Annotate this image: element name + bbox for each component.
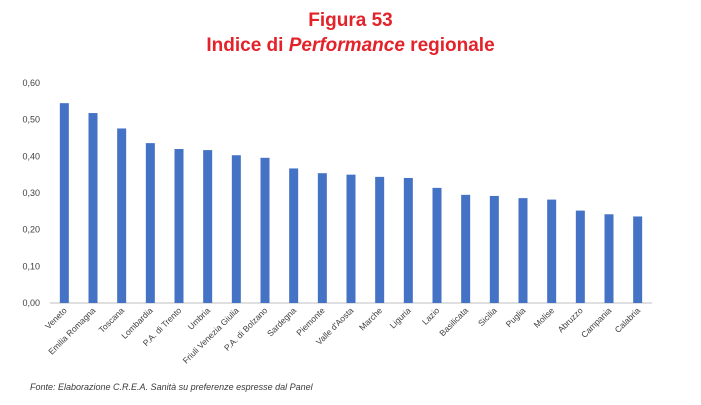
bar [489, 195, 499, 303]
x-tick-label: Sardegna [265, 305, 298, 338]
y-tick-label: 0,40 [22, 151, 40, 161]
figure-number: Figura 53 [308, 10, 393, 31]
bar [604, 214, 614, 303]
bar [145, 143, 155, 303]
bar [633, 216, 643, 303]
bar-series [59, 103, 643, 304]
x-tick-label: Marche [357, 305, 384, 332]
x-tick-label: Molise [532, 305, 557, 330]
bar [375, 176, 385, 303]
y-tick-label: 0,60 [22, 78, 40, 88]
x-tick-label: Liguria [388, 305, 413, 330]
bar [461, 194, 471, 303]
chart-title-italic: Performance [288, 35, 405, 56]
chart-title-post: regionale [404, 35, 495, 56]
x-tick-label: Sicilia [476, 305, 499, 328]
bar [403, 177, 413, 303]
x-tick-label: Puglia [504, 305, 528, 329]
bar [174, 149, 184, 303]
bar [88, 113, 98, 303]
bar [117, 128, 127, 303]
bar [547, 199, 557, 303]
y-axis: 0,00 0,10 0,20 0,30 0,40 0,50 0,60 [22, 78, 40, 308]
bar [203, 150, 213, 303]
y-tick-label: 0,30 [22, 188, 40, 198]
bar [289, 168, 299, 303]
bar [231, 155, 241, 303]
chart-title-pre: Indice di [206, 35, 289, 56]
x-tick-label: Umbria [186, 305, 213, 332]
bar [59, 103, 69, 304]
bar [518, 198, 528, 303]
bar [317, 173, 327, 303]
y-tick-label: 0,50 [22, 115, 40, 125]
chart-title: Indice di Performance regionale [0, 35, 701, 57]
y-tick-label: 0,20 [22, 225, 40, 235]
x-tick-label: Lazio [420, 305, 442, 327]
x-tick-label: Calabria [613, 305, 643, 335]
x-tick-label: Campania [579, 305, 614, 340]
bar [260, 157, 270, 303]
y-tick-label: 0,10 [22, 261, 40, 271]
x-tick-label: Basilicata [437, 305, 470, 338]
y-tick-label: 0,00 [22, 298, 40, 308]
x-tick-label: Veneto [43, 305, 69, 331]
bar [575, 210, 585, 303]
bar [432, 187, 442, 303]
source-note: Fonte: Elaborazione C.R.E.A. Sanità su p… [30, 382, 313, 392]
bar [346, 174, 356, 303]
